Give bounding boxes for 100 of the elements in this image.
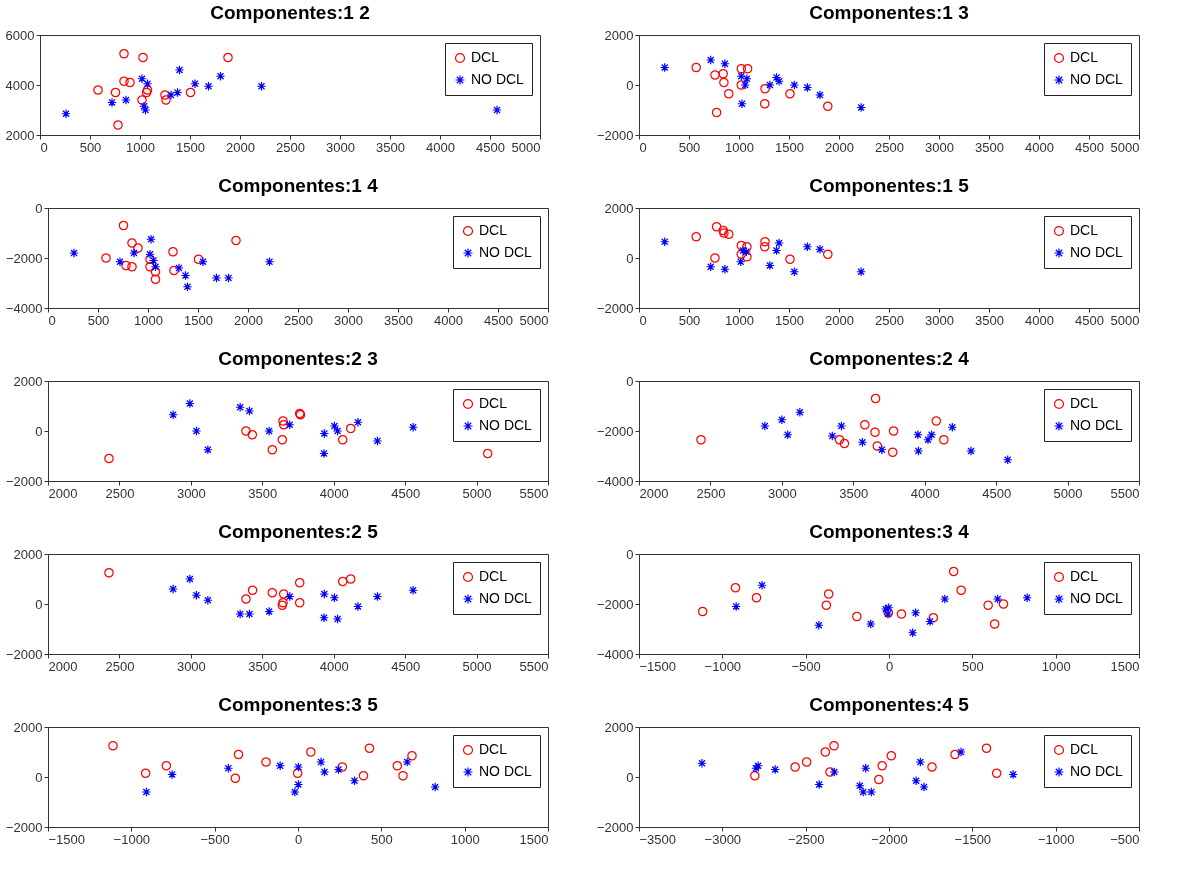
point — [137, 73, 147, 84]
point — [719, 77, 729, 88]
x-tick-label: 3000 — [767, 485, 797, 501]
point — [101, 253, 111, 263]
x-tick-label: 500 — [678, 312, 701, 328]
y-tick-label: 2000 — [604, 27, 634, 43]
point — [815, 244, 825, 255]
legend-label: DCL — [1070, 568, 1099, 584]
point — [789, 266, 800, 277]
chart-title: Componentes:2 3 — [218, 348, 378, 369]
legend-label: NO DCL — [479, 590, 533, 606]
point — [203, 81, 214, 92]
chart-title: Componentes:2 4 — [809, 348, 970, 369]
y-tick-label: 0 — [626, 546, 634, 562]
x-tick-label: 1500 — [184, 312, 213, 328]
x-tick-label: 5500 — [519, 658, 549, 674]
point — [211, 273, 222, 283]
x-tick-label: 0 — [639, 139, 647, 155]
point — [139, 101, 149, 112]
point — [148, 255, 159, 266]
x-tick-label: 4000 — [434, 312, 463, 328]
point — [146, 234, 156, 245]
x-tick-label: 1500 — [775, 312, 804, 328]
point — [802, 82, 813, 93]
x-tick-label: 3500 — [384, 312, 413, 328]
point — [785, 88, 795, 99]
x-tick-label: 2500 — [284, 312, 313, 328]
point — [264, 256, 275, 267]
y-tick-label: 0 — [35, 596, 43, 612]
x-tick-label: 1000 — [450, 831, 480, 847]
y-tick-label: −2000 — [5, 819, 43, 835]
x-tick-label: 5000 — [519, 312, 549, 328]
point — [771, 245, 782, 256]
x-tick-label: 4500 — [391, 485, 421, 501]
x-tick-label: 5000 — [1110, 312, 1140, 328]
x-tick-label: 3000 — [176, 485, 206, 501]
y-tick-label: 2000 — [5, 127, 35, 143]
point — [150, 261, 161, 272]
x-tick-label: 2500 — [875, 139, 904, 155]
x-tick-label: 3000 — [176, 658, 206, 674]
x-tick-label: 2500 — [276, 139, 305, 155]
x-tick-label: 0 — [885, 658, 894, 674]
point — [142, 78, 153, 89]
legend-label: NO DCL — [1070, 590, 1124, 606]
point — [138, 52, 148, 63]
point — [180, 270, 191, 281]
y-tick-label: 2000 — [13, 373, 43, 389]
point — [137, 95, 147, 105]
legend-label: NO DCL — [479, 417, 533, 433]
x-tick-label: 3500 — [839, 485, 869, 501]
x-tick-label: 500 — [678, 139, 701, 155]
y-tick-label: 2000 — [604, 719, 634, 735]
point — [150, 266, 161, 277]
x-tick-label: 1500 — [519, 831, 549, 847]
x-tick-label: 4500 — [484, 312, 513, 328]
x-tick-label: 2000 — [226, 139, 255, 155]
point — [119, 76, 129, 87]
point — [736, 80, 747, 90]
x-tick-label: 2500 — [105, 485, 135, 501]
x-tick-label: 0 — [639, 312, 647, 328]
x-tick-label: 2000 — [825, 139, 854, 155]
point — [711, 221, 722, 232]
point — [724, 88, 734, 99]
point — [223, 52, 233, 63]
legend-label: NO DCL — [1070, 417, 1124, 433]
point — [785, 254, 795, 265]
x-tick-label: 4500 — [391, 658, 421, 674]
y-tick-label: 2000 — [604, 200, 634, 216]
x-tick-label: 1000 — [134, 312, 163, 328]
x-tick-label: 4000 — [910, 485, 940, 501]
x-tick-label: 5000 — [462, 658, 492, 674]
point — [736, 71, 747, 82]
point — [736, 63, 747, 74]
x-tick-label: 5500 — [519, 485, 549, 501]
x-tick-label: −500 — [1110, 831, 1140, 847]
point — [193, 254, 204, 265]
point — [150, 274, 161, 285]
point — [771, 72, 782, 83]
point — [738, 245, 748, 256]
point — [659, 236, 670, 247]
point — [182, 281, 193, 292]
point — [789, 80, 800, 90]
chart-title: Componentes:4 5 — [809, 694, 970, 715]
point — [129, 248, 139, 258]
point — [720, 264, 730, 275]
x-tick-label: 5000 — [1053, 485, 1083, 501]
chart-title: Componentes:1 3 — [809, 2, 969, 23]
x-tick-label: 3000 — [925, 312, 954, 328]
y-tick-label: 0 — [626, 769, 634, 785]
x-tick-label: 2500 — [105, 658, 135, 674]
x-tick-label: 4500 — [982, 485, 1012, 501]
legend-label: NO DCL — [1070, 244, 1124, 260]
point — [119, 48, 129, 59]
point — [215, 71, 226, 82]
x-tick-label: 4000 — [319, 658, 349, 674]
point — [160, 90, 170, 100]
legend-label: NO DCL — [1070, 71, 1124, 87]
point — [133, 243, 143, 253]
legend-label: DCL — [471, 49, 500, 65]
x-tick-label: 2000 — [825, 312, 854, 328]
